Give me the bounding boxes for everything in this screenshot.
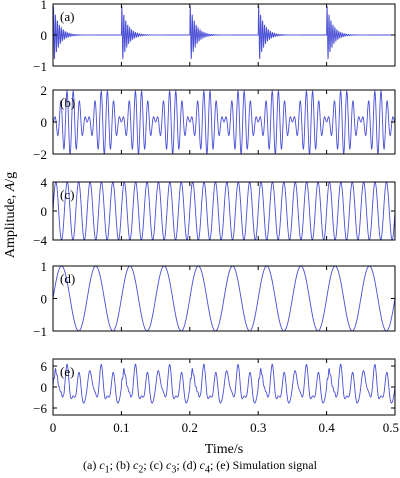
panel-label: (b): [60, 95, 75, 110]
x-tick-label: 0: [50, 420, 57, 435]
figure-caption: (a) c1; (b) c2; (c) c3; (d) c4; (e) Simu…: [0, 458, 400, 475]
caption-c3-sub: 3: [171, 464, 177, 476]
series-line-d: [53, 266, 395, 331]
y-axis-label-prefix: Amplitude,: [3, 191, 18, 258]
x-tick-labels: 0 0.1 0.2 0.3 0.4 0.5: [50, 420, 399, 435]
series-line-b: [53, 90, 395, 154]
caption-c1-sub: 1: [104, 464, 110, 476]
series-line-c: [53, 182, 395, 240]
y-tick-label: −1: [33, 59, 47, 74]
series-line-a: [53, 6, 395, 60]
y-tick-label: 6: [41, 359, 48, 374]
caption-sep-c: ; (c): [143, 458, 166, 472]
y-tick-label: 0: [41, 28, 48, 43]
y-tick-label: −6: [33, 401, 47, 416]
y-tick-label: 2: [41, 83, 48, 98]
y-tick-label: 0: [41, 380, 48, 395]
x-tick-label: 0.2: [182, 420, 198, 435]
svg-text:Amplitude, A/g: Amplitude, A/g: [3, 172, 18, 258]
caption-c4: c: [199, 458, 205, 472]
panel-a: 1 0 −1 (a): [33, 0, 396, 74]
panel-label: (c): [60, 187, 74, 202]
caption-sep-b: ; (b): [109, 458, 133, 472]
caption-tail: ; (e) Simulation signal: [209, 458, 317, 472]
x-tick-label: 0.5: [383, 420, 399, 435]
y-tick-label: −2: [33, 147, 47, 162]
y-axis-label-unit: /g: [3, 172, 18, 183]
panel-c: 4 0 −4 (c): [33, 175, 396, 248]
panel-label: (e): [60, 364, 74, 379]
y-tick-label: 0: [41, 292, 48, 307]
y-tick-label: 1: [41, 0, 48, 12]
panel-d: 1 0 −1 (d): [33, 259, 396, 339]
caption-part-a: (a): [83, 458, 100, 472]
y-axis-label-symbol: A: [3, 182, 18, 192]
x-tick-label: 0.3: [250, 420, 266, 435]
x-tick-label: 0.4: [318, 420, 335, 435]
caption-c2-sub: 2: [138, 464, 144, 476]
caption-sep-d: ; (d): [176, 458, 200, 472]
caption-c4-sub: 4: [204, 464, 210, 476]
y-tick-label: 4: [41, 175, 48, 190]
y-axis-label: Amplitude, A/g: [3, 172, 18, 258]
caption-c3: c: [165, 458, 172, 472]
y-tick-label: −4: [33, 233, 47, 248]
panel-b: 2 0 −2 (b): [33, 83, 396, 162]
x-axis-label: Time/s: [205, 442, 243, 457]
y-tick-label: −1: [33, 324, 47, 339]
x-tick-label: 0.1: [113, 420, 129, 435]
caption-c2: c: [133, 458, 139, 472]
panel-label: (a): [60, 9, 74, 24]
series-line-e: [53, 363, 395, 404]
y-tick-label: 0: [41, 204, 48, 219]
panel-label: (d): [60, 271, 75, 286]
panel-e: 6 0 −6 (e): [33, 358, 396, 416]
y-tick-label: 0: [41, 115, 48, 130]
y-tick-label: 1: [41, 259, 48, 274]
caption-c1: c: [99, 458, 105, 472]
panels: 1 0 −1 (a) 2 0 −2 (b) 4 0 −4 (c) 1 0 −1 (d) 6 0 −6 (e): [33, 0, 396, 416]
